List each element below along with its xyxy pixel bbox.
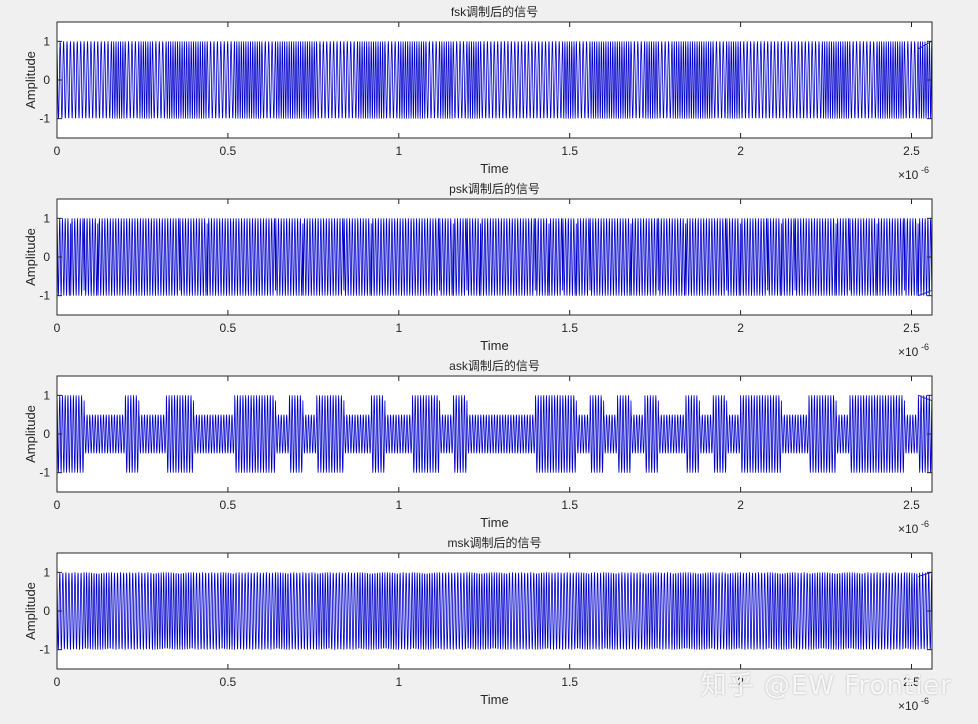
- x-tick-label: 1.5: [561, 498, 578, 512]
- signal-series-line: [56, 571, 933, 650]
- axes-background: [57, 199, 932, 315]
- x-tick-label: 0: [54, 144, 61, 158]
- signal-series-line: [56, 218, 933, 297]
- y-axis-label: Amplitude: [23, 51, 38, 109]
- y-tick-label: 1: [43, 388, 50, 402]
- y-tick-label: 1: [43, 34, 50, 48]
- axes-background: [57, 376, 932, 492]
- x-tick-label: 2.5: [903, 675, 920, 689]
- y-tick-label: 0: [43, 427, 50, 441]
- x-scale-multiplier: ×10: [898, 522, 919, 536]
- signal-series-line: [56, 40, 933, 119]
- subplot-title: psk调制后的信号: [449, 181, 540, 196]
- x-tick-label: 1: [395, 498, 402, 512]
- x-tick-label: 2: [737, 498, 744, 512]
- y-tick-label: -1: [39, 112, 50, 126]
- subplot-1: 0 0.5 1 1.5 2 2.5 -1 0 1 fsk调制后的信号 Time Amplitude ×1…: [23, 4, 933, 182]
- subplot-title: fsk调制后的信号: [451, 4, 538, 19]
- x-tick-label: 0.5: [220, 675, 237, 689]
- subplot-title: msk调制后的信号: [448, 535, 542, 550]
- x-tick-label: 0.5: [220, 321, 237, 335]
- x-tick-label: 1: [395, 321, 402, 335]
- x-tick-label: 0: [54, 321, 61, 335]
- x-tick-label: 1.5: [561, 321, 578, 335]
- x-tick-label: 2.5: [903, 321, 920, 335]
- x-tick-label: 2: [737, 675, 744, 689]
- x-tick-label: 1: [395, 675, 402, 689]
- x-tick-label: 2.5: [903, 498, 920, 512]
- x-axis-label: Time: [480, 692, 508, 707]
- y-tick-label: 0: [43, 250, 50, 264]
- x-tick-label: 1.5: [561, 144, 578, 158]
- subplot-3: 0 0.5 1 1.5 2 2.5 -1 0 1 ask调制后的信号 Time Amplitude ×1…: [23, 358, 933, 536]
- y-tick-label: -1: [39, 289, 50, 303]
- x-tick-label: 2.5: [903, 144, 920, 158]
- x-scale-multiplier: ×10: [898, 699, 919, 713]
- subplot-4: 0 0.5 1 1.5 2 2.5 -1 0 1 msk调制后的信号 Time Amplitude ×1…: [23, 535, 933, 713]
- x-scale-multiplier: ×10: [898, 168, 919, 182]
- y-tick-label: 1: [43, 211, 50, 225]
- x-tick-label: 1: [395, 144, 402, 158]
- x-axis-label: Time: [480, 515, 508, 530]
- x-axis-label: Time: [480, 338, 508, 353]
- y-axis-label: Amplitude: [23, 228, 38, 286]
- x-scale-exponent: -6: [921, 519, 929, 529]
- x-tick-label: 0: [54, 498, 61, 512]
- y-tick-label: 0: [43, 73, 50, 87]
- y-axis-label: Amplitude: [23, 582, 38, 640]
- y-tick-label: 0: [43, 604, 50, 618]
- x-scale-exponent: -6: [921, 696, 929, 706]
- y-tick-label: 1: [43, 565, 50, 579]
- x-tick-label: 0: [54, 675, 61, 689]
- x-tick-label: 2: [737, 321, 744, 335]
- x-tick-label: 2: [737, 144, 744, 158]
- x-tick-label: 1.5: [561, 675, 578, 689]
- y-tick-label: -1: [39, 466, 50, 480]
- signal-series-line: [56, 394, 933, 473]
- x-scale-exponent: -6: [921, 165, 929, 175]
- y-axis-label: Amplitude: [23, 405, 38, 463]
- x-scale-multiplier: ×10: [898, 345, 919, 359]
- watermark: 知乎 @EW Frontier: [700, 671, 952, 701]
- x-scale-exponent: -6: [921, 342, 929, 352]
- x-axis-label: Time: [480, 161, 508, 176]
- subplot-2: 0 0.5 1 1.5 2 2.5 -1 0 1 psk调制后的信号 Time Amplitude ×1…: [23, 181, 933, 359]
- y-tick-label: -1: [39, 643, 50, 657]
- x-tick-label: 0.5: [220, 498, 237, 512]
- x-tick-label: 0.5: [220, 144, 237, 158]
- subplot-title: ask调制后的信号: [449, 358, 540, 373]
